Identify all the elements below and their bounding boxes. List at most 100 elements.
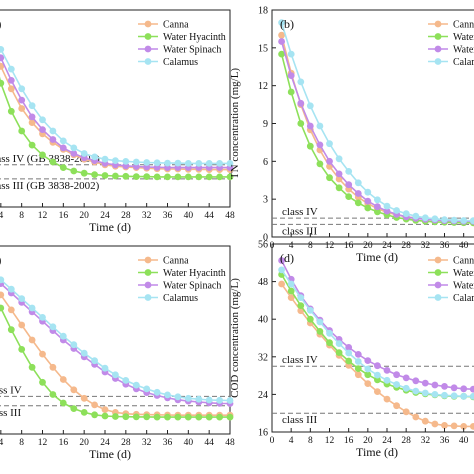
y-tick-label: 3 xyxy=(263,195,268,206)
data-point xyxy=(326,329,333,337)
data-point xyxy=(80,349,88,357)
y-tick-label: 56 xyxy=(258,240,268,251)
data-point xyxy=(18,346,26,353)
data-point xyxy=(49,363,57,371)
data-point xyxy=(460,392,468,400)
data-point xyxy=(421,417,429,425)
data-point xyxy=(383,207,391,215)
data-point xyxy=(28,336,36,344)
data-point xyxy=(0,79,5,87)
data-point xyxy=(153,388,161,396)
data-point xyxy=(91,411,98,419)
data-point xyxy=(345,168,353,175)
data-point xyxy=(335,155,343,163)
legend-marker xyxy=(144,20,152,28)
data-point xyxy=(28,363,36,371)
data-point xyxy=(316,141,324,149)
reference-line-label: class III xyxy=(0,407,21,419)
data-point xyxy=(412,387,420,395)
x-tick-label: 20 xyxy=(79,211,89,221)
data-point xyxy=(174,159,182,167)
data-point xyxy=(374,362,381,370)
data-point xyxy=(469,385,474,393)
legend-marker xyxy=(434,33,442,40)
legend-label: Water Hyacinth xyxy=(453,268,474,279)
legend-label: Calamus xyxy=(163,293,198,304)
x-axis-label: Time (d) xyxy=(89,447,131,461)
data-point xyxy=(18,96,26,104)
data-point xyxy=(354,179,362,187)
legend-label: Canna xyxy=(453,256,474,267)
data-point xyxy=(59,164,67,172)
data-point xyxy=(469,217,474,225)
data-point xyxy=(132,173,140,181)
data-point xyxy=(122,172,130,180)
y-axis-label: TN concentration (mg/L) xyxy=(229,68,241,180)
legend-marker xyxy=(144,256,152,264)
data-point xyxy=(59,376,67,383)
data-point xyxy=(112,172,119,180)
data-point xyxy=(70,341,78,349)
data-point xyxy=(70,150,78,157)
data-point xyxy=(49,136,57,143)
data-point xyxy=(7,77,15,84)
data-point xyxy=(421,379,429,387)
x-tick-label: 36 xyxy=(163,211,173,221)
data-point xyxy=(39,314,46,321)
x-tick-label: 0 xyxy=(270,436,275,446)
panel-label: (a) xyxy=(0,17,1,31)
data-point xyxy=(153,159,161,167)
data-point xyxy=(216,173,224,181)
data-point xyxy=(18,295,26,302)
data-point xyxy=(345,349,353,357)
x-tick-label: 44 xyxy=(204,211,214,221)
data-point xyxy=(39,151,46,159)
x-tick-label: 20 xyxy=(363,241,373,251)
legend-label: Calamus xyxy=(453,293,474,304)
data-point xyxy=(460,423,468,430)
data-point xyxy=(49,158,57,166)
panel-0: Class IV (GB 3838-2002)Class III (GB 383… xyxy=(0,9,235,234)
data-point xyxy=(205,173,213,181)
data-point xyxy=(402,210,410,218)
data-point xyxy=(143,413,151,421)
data-point xyxy=(59,137,67,145)
data-point xyxy=(383,367,391,374)
data-point xyxy=(80,169,88,177)
data-point xyxy=(450,422,458,430)
data-point xyxy=(164,391,171,399)
data-point xyxy=(345,181,353,189)
data-point xyxy=(0,291,5,299)
x-tick-label: 16 xyxy=(344,436,354,446)
data-point xyxy=(441,422,448,429)
data-point xyxy=(28,113,36,121)
data-point xyxy=(39,378,46,386)
data-point xyxy=(297,120,305,127)
data-point xyxy=(306,142,314,150)
data-point xyxy=(441,216,448,224)
legend-label: Water Spinach xyxy=(163,45,221,56)
data-point xyxy=(101,364,109,372)
data-point xyxy=(39,116,46,124)
x-tick-label: 12 xyxy=(38,211,48,221)
data-point xyxy=(49,127,57,135)
data-point xyxy=(316,122,324,130)
data-point xyxy=(28,304,36,312)
x-tick-label: 28 xyxy=(401,436,411,446)
data-point xyxy=(412,413,420,421)
data-point xyxy=(28,141,36,149)
legend-marker xyxy=(144,58,152,65)
data-point xyxy=(326,157,333,165)
legend-marker xyxy=(434,294,442,301)
data-point xyxy=(297,294,305,301)
series-line xyxy=(0,304,230,418)
data-point xyxy=(164,413,171,421)
data-point xyxy=(469,423,474,430)
data-point xyxy=(112,371,119,379)
data-point xyxy=(28,102,36,110)
x-tick-label: 4 xyxy=(0,211,3,221)
data-point xyxy=(132,381,140,389)
x-tick-label: 32 xyxy=(142,211,152,221)
